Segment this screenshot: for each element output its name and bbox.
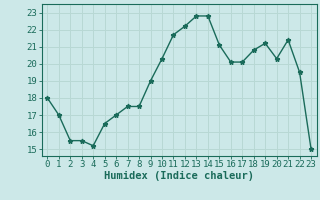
X-axis label: Humidex (Indice chaleur): Humidex (Indice chaleur) [104, 171, 254, 181]
